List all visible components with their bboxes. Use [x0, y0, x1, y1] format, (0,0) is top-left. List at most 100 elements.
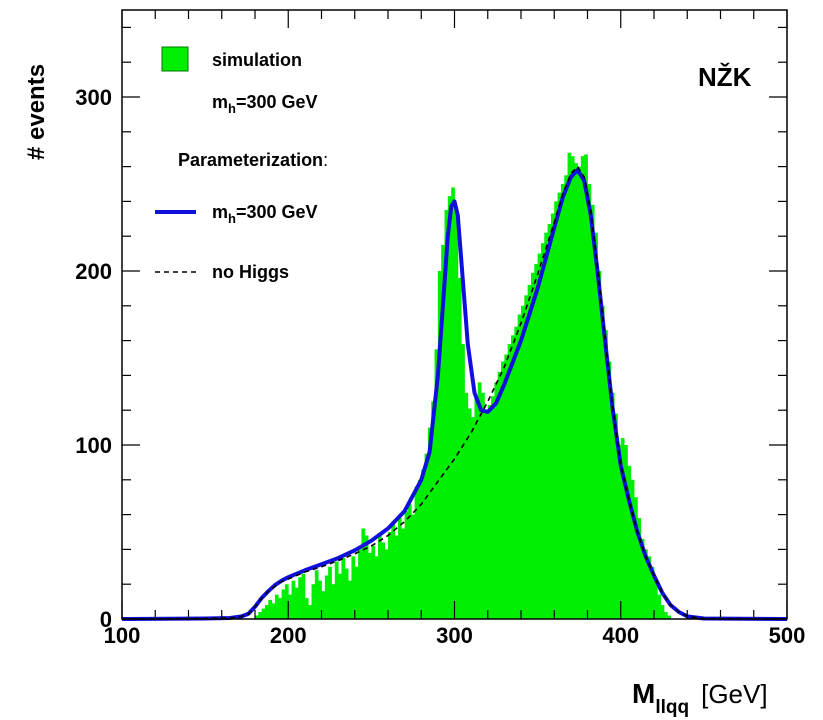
histogram-bar-35: [371, 545, 376, 619]
histogram-bar-88: [547, 224, 552, 619]
histogram-bar-71: [491, 396, 495, 619]
histogram-bar-90: [554, 201, 558, 619]
histogram-bar-53: [431, 401, 435, 619]
histogram-bar-1: [258, 612, 263, 619]
histogram-bar-63: [464, 392, 469, 619]
histogram-bar-47: [411, 514, 415, 619]
histogram: [255, 152, 672, 620]
legend-simulation-label: simulation: [212, 50, 302, 70]
histogram-bar-9: [284, 584, 289, 619]
legend-param-title-main: Parameterization: [178, 150, 323, 170]
legend-param-mass-symbol: m: [212, 202, 228, 222]
histogram-bar-66: [474, 396, 479, 619]
histogram-bar-24: [334, 561, 339, 619]
histogram-bar-0: [255, 615, 259, 619]
histogram-bar-105: [604, 330, 608, 619]
histogram-bar-65: [471, 417, 475, 619]
histogram-bar-111: [624, 445, 628, 619]
histogram-bar-116: [640, 538, 645, 619]
histogram-bar-60: [454, 210, 459, 619]
histogram-bar-40: [388, 532, 392, 619]
histogram-bar-121: [657, 594, 662, 619]
histogram-bar-44: [401, 528, 406, 619]
histogram-bar-100: [587, 184, 592, 619]
x-tick-label: 500: [769, 623, 806, 648]
histogram-bar-122: [660, 605, 665, 619]
histogram-bar-27: [344, 568, 349, 619]
histogram-bar-45: [404, 511, 409, 619]
histogram-bar-20: [321, 591, 326, 619]
histogram-bar-38: [381, 542, 386, 619]
histogram-bar-117: [644, 549, 648, 619]
x-axis-title: Mllqq [GeV]: [632, 678, 768, 718]
histogram-bar-77: [511, 335, 515, 619]
histogram-bar-81: [524, 295, 529, 619]
histogram-bar-85: [537, 253, 542, 619]
histogram-bar-43: [397, 518, 402, 619]
histogram-bar-96: [574, 163, 578, 619]
histogram-bar-10: [288, 594, 292, 619]
histogram-bar-8: [281, 589, 286, 619]
histogram-bar-124: [667, 615, 672, 619]
histogram-bar-42: [394, 535, 399, 619]
histogram-bar-113: [630, 479, 635, 619]
x-tick-label: 300: [436, 623, 473, 648]
histogram-bar-36: [374, 556, 379, 619]
histogram-bar-2: [261, 608, 266, 619]
histogram-bar-112: [627, 465, 632, 619]
histogram-bar-4: [268, 599, 273, 619]
histogram-bar-49: [417, 479, 422, 619]
histogram-bar-48: [414, 486, 419, 619]
histogram-bar-33: [364, 535, 369, 619]
x-axis-title-main: M: [632, 678, 655, 709]
histogram-bar-61: [457, 277, 462, 619]
annotation-text: NŽK: [698, 62, 752, 92]
histogram-bar-97: [577, 166, 582, 619]
histogram-bar-64: [467, 408, 472, 619]
y-tick-label: 0: [100, 607, 112, 632]
parameterization-curve: [121, 168, 788, 621]
histogram-bar-94: [567, 152, 572, 619]
histogram-bar-74: [501, 361, 505, 619]
histogram-bar-26: [341, 558, 346, 619]
histogram-bar-34: [368, 552, 372, 619]
histogram-bar-93: [564, 175, 568, 620]
histogram-bar-16: [308, 605, 312, 619]
histogram-bar-82: [527, 284, 532, 619]
histogram-bar-69: [484, 410, 489, 619]
histogram-bar-15: [304, 598, 309, 619]
histogram-bar-118: [647, 556, 652, 619]
histogram-bar-99: [584, 154, 588, 620]
legend-param-colon: :: [323, 150, 328, 170]
histogram-bar-51: [424, 453, 429, 619]
histogram-bar-59: [451, 187, 455, 620]
histogram-bar-55: [437, 271, 442, 619]
legend-param-title: Parameterization:: [178, 150, 328, 170]
y-tick-label: 200: [75, 259, 112, 284]
histogram-bar-108: [614, 413, 618, 619]
histogram-bar-86: [540, 243, 545, 619]
histogram-bar-110: [620, 438, 625, 619]
histogram-bar-58: [447, 196, 452, 619]
histogram-bar-57: [444, 210, 449, 619]
histogram-bar-18: [314, 570, 319, 619]
y-tick-label: 100: [75, 433, 112, 458]
histogram-bar-22: [328, 566, 332, 619]
no-higgs-curve: [121, 165, 788, 620]
histogram-bar-52: [427, 427, 432, 619]
histogram-bar-107: [610, 392, 615, 619]
histogram-bar-102: [594, 232, 598, 619]
legend-param-mass-value: =300 GeV: [236, 202, 318, 222]
histogram-bar-19: [318, 580, 322, 619]
x-tick-label: 200: [270, 623, 307, 648]
histogram-bar-104: [600, 305, 605, 619]
histogram-bar-78: [514, 326, 519, 619]
histogram-bar-21: [324, 575, 329, 619]
legend-no-higgs-label: no Higgs: [212, 262, 289, 282]
curves: [121, 165, 788, 621]
histogram-bar-67: [477, 382, 482, 619]
histogram-bar-17: [311, 584, 316, 619]
x-tick-label: 100: [104, 623, 141, 648]
histogram-bar-29: [351, 556, 356, 619]
